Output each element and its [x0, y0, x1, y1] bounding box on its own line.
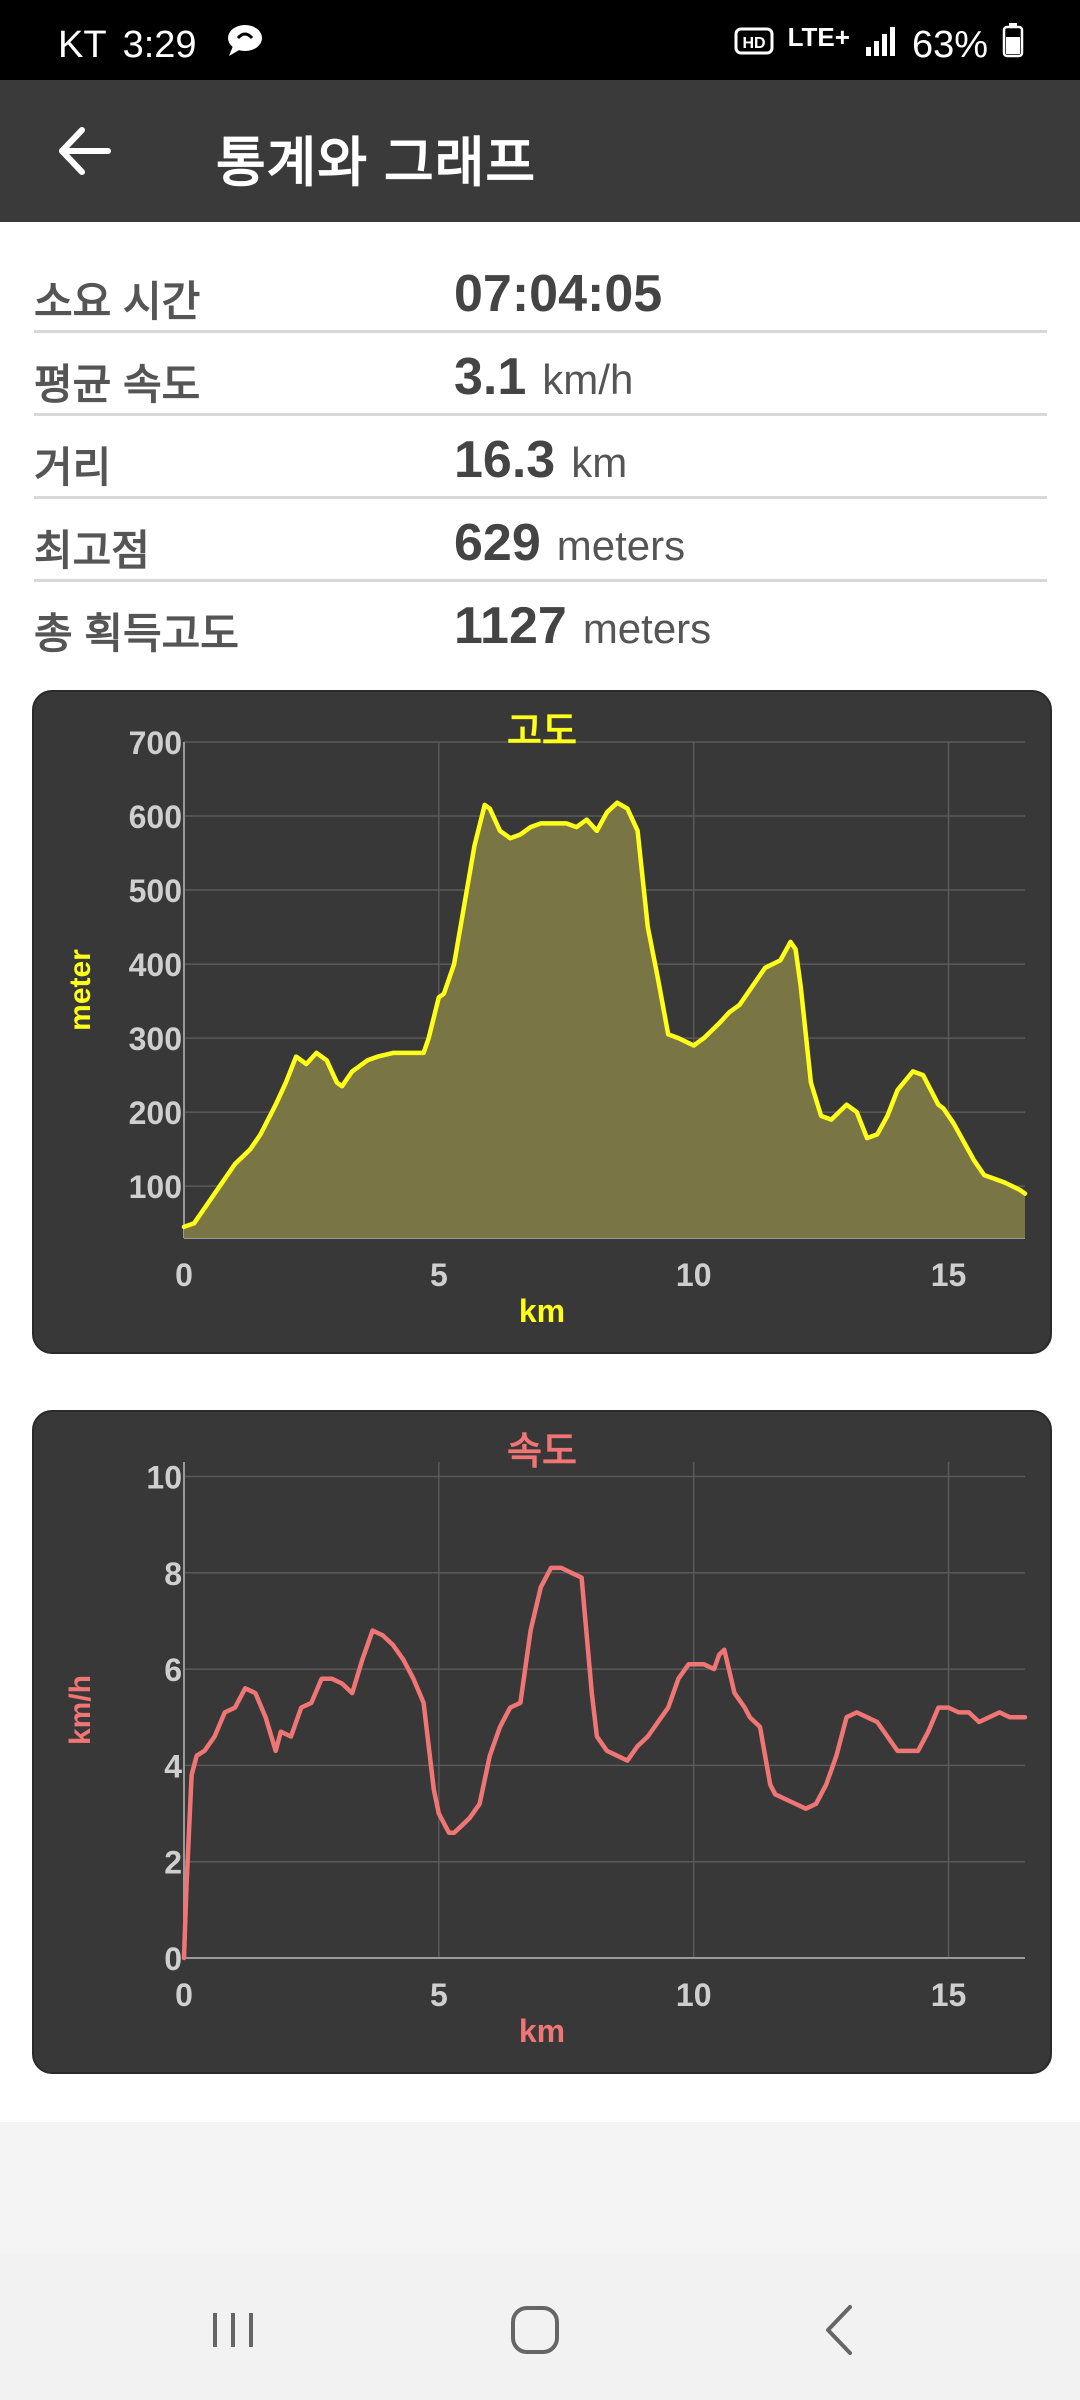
speed-chart-title: 속도 [507, 1431, 577, 1473]
speed-series-line [181, 1565, 1028, 1961]
lte-icon: LTE+ [787, 21, 850, 52]
altitude-x-tick-label: 10 [676, 1257, 712, 1293]
stat-row-duration: 소요 시간 07:04:05 [34, 250, 1047, 333]
altitude-chart-card: 100 200 300 400 500 600 700 0 5 10 15 고도 km meter [32, 690, 1052, 1354]
stat-value: 3.1 km/h [454, 348, 634, 406]
speed-x-tick-label: 15 [931, 1977, 967, 2013]
recents-button[interactable] [193, 2295, 273, 2365]
stat-unit: km/h [542, 356, 634, 403]
speed-x-axis-label: km [519, 2013, 565, 2049]
stat-value: 1127 meters [454, 597, 712, 655]
stat-row-elevation-gain: 총 획득고도 1127 meters [34, 582, 1047, 662]
speed-y-tick-label: 6 [164, 1652, 182, 1688]
altitude-x-axis-label: km [519, 1293, 565, 1329]
carrier-label: KT [58, 23, 107, 66]
speed-y-axis-label: km/h [64, 1675, 97, 1745]
altitude-y-tick-label: 100 [129, 1169, 182, 1205]
back-nav-button[interactable] [800, 2295, 880, 2365]
speed-chart-card: 0 2 4 6 8 10 0 5 10 15 속도 km km/h [32, 1410, 1052, 2074]
stat-value: 07:04:05 [454, 265, 663, 323]
home-button[interactable] [495, 2295, 575, 2365]
battery-percent: 63% [911, 23, 988, 66]
speed-x-tick-label: 0 [175, 1977, 193, 2013]
stat-label: 거리 [34, 444, 112, 491]
app-bar: 통계와 그래프 [0, 80, 1080, 222]
speed-x-tick-label: 10 [676, 1977, 712, 2013]
speed-y-tick-label: 0 [164, 1941, 182, 1977]
svg-text:HD: HD [742, 35, 765, 52]
speed-y-tick-label: 8 [164, 1556, 182, 1592]
stat-row-highest-point: 최고점 629 meters [34, 499, 1047, 582]
stats-content: 소요 시간 07:04:05 평균 속도 3.1 km/h 거리 16.3 km 최… [0, 222, 1080, 2122]
page-title: 통계와 그래프 [216, 133, 537, 193]
status-bar: KT 3:29 HD LTE+ 63% [0, 0, 1080, 80]
speed-x-tick-label: 5 [430, 1977, 448, 2013]
altitude-x-tick-label: 15 [931, 1257, 967, 1293]
back-button[interactable] [50, 116, 120, 186]
altitude-y-tick-label: 500 [129, 873, 182, 909]
altitude-chart: 100 200 300 400 500 600 700 0 5 10 15 고도 km meter [64, 711, 1028, 1329]
speed-chart: 0 2 4 6 8 10 0 5 10 15 속도 km km/h [64, 1431, 1028, 2049]
stat-unit: meters [582, 605, 712, 652]
altitude-x-tick-label: 0 [175, 1257, 193, 1293]
clock: 3:29 [122, 23, 197, 66]
stat-label: 최고점 [34, 527, 150, 574]
altitude-y-tick-label: 700 [129, 725, 182, 761]
altitude-chart-title: 고도 [507, 711, 577, 753]
stat-row-avg-speed: 평균 속도 3.1 km/h [34, 333, 1047, 416]
stat-unit: km [571, 439, 628, 486]
home-icon [511, 2306, 559, 2354]
altitude-y-tick-label: 600 [129, 799, 182, 835]
stat-label: 평균 속도 [34, 361, 201, 408]
stat-value: 16.3 km [454, 431, 628, 489]
stat-label: 총 획득고도 [34, 610, 239, 657]
battery-icon [1002, 22, 1024, 68]
stats-table: 소요 시간 07:04:05 평균 속도 3.1 km/h 거리 16.3 km 최… [34, 250, 1047, 662]
system-nav-bar [0, 2255, 1080, 2400]
back-chevron-icon [826, 2305, 852, 2355]
hd-voice-icon: HD [734, 24, 774, 67]
altitude-y-tick-label: 400 [129, 947, 182, 983]
stat-value: 629 meters [454, 514, 686, 572]
altitude-series-line [181, 800, 1028, 1230]
altitude-y-tick-label: 300 [129, 1021, 182, 1057]
altitude-series-area [184, 802, 1025, 1238]
recents-icon [213, 2313, 253, 2347]
chat-bubble-icon [225, 22, 265, 68]
arrow-left-icon [59, 127, 111, 175]
signal-icon [864, 24, 898, 67]
speed-y-tick-label: 10 [146, 1459, 182, 1495]
stat-label: 소요 시간 [34, 278, 201, 325]
altitude-x-tick-label: 5 [430, 1257, 448, 1293]
stat-unit: meters [556, 522, 686, 569]
altitude-y-tick-label: 200 [129, 1095, 182, 1131]
stat-row-distance: 거리 16.3 km [34, 416, 1047, 499]
altitude-y-axis-label: meter [64, 949, 97, 1031]
speed-y-tick-label: 2 [164, 1845, 182, 1881]
speed-y-tick-label: 4 [164, 1748, 182, 1784]
